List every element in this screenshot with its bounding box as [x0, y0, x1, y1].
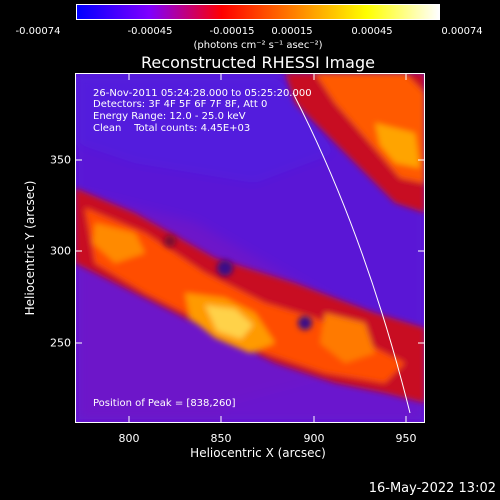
y-tick-label: 350 [50, 153, 71, 167]
dark-spots [164, 235, 312, 330]
colorbar-tick-label: 0.00015 [271, 26, 313, 37]
colorbar-tick-label: 0.00045 [351, 26, 393, 37]
x-tick-label: 950 [395, 432, 417, 445]
energy-range-label: Energy Range: 12.0 - 25.0 keV [93, 111, 246, 122]
peak-position-label: Position of Peak = [838,260] [93, 398, 236, 409]
axis-ticks [75, 73, 425, 423]
x-tick-label: 850 [210, 432, 232, 445]
colorbar-tick-label: 0.00074 [441, 26, 483, 37]
colorbar-units: (photons cm⁻² s⁻¹ asec⁻²) [193, 40, 323, 51]
y-tick-label: 250 [50, 336, 71, 350]
plot-frame [75, 73, 425, 423]
colorbar-tick-label: -0.00045 [127, 26, 173, 37]
x-axis-label: Heliocentric X (arcsec) [190, 446, 326, 460]
colorbar [76, 4, 440, 20]
upper-right-emission [285, 73, 425, 213]
plot-title: Reconstructed RHESSI Image [141, 53, 375, 72]
footer-timestamp: 16-May-2022 13:02 [368, 481, 496, 496]
heatmap-image [75, 73, 425, 423]
y-tick-label: 300 [50, 244, 71, 258]
colorbar-tick-label: -0.00015 [209, 26, 255, 37]
x-tick-label: 900 [303, 432, 325, 445]
detectors-label: Detectors: 3F 4F 5F 6F 7F 8F, Att 0 [93, 99, 268, 110]
time-range-label: 26-Nov-2011 05:24:28.000 to 05:25:20.000 [93, 88, 312, 99]
y-axis-label: Heliocentric Y (arcsec) [23, 180, 37, 316]
colorbar-tick-label: -0.00074 [15, 26, 61, 37]
solar-limb-line [292, 92, 411, 414]
image-plot-area [75, 73, 425, 423]
emission-band [75, 188, 425, 403]
x-tick-label: 800 [118, 432, 140, 445]
clean-counts-label: Clean Total counts: 4.45E+03 [93, 123, 251, 134]
